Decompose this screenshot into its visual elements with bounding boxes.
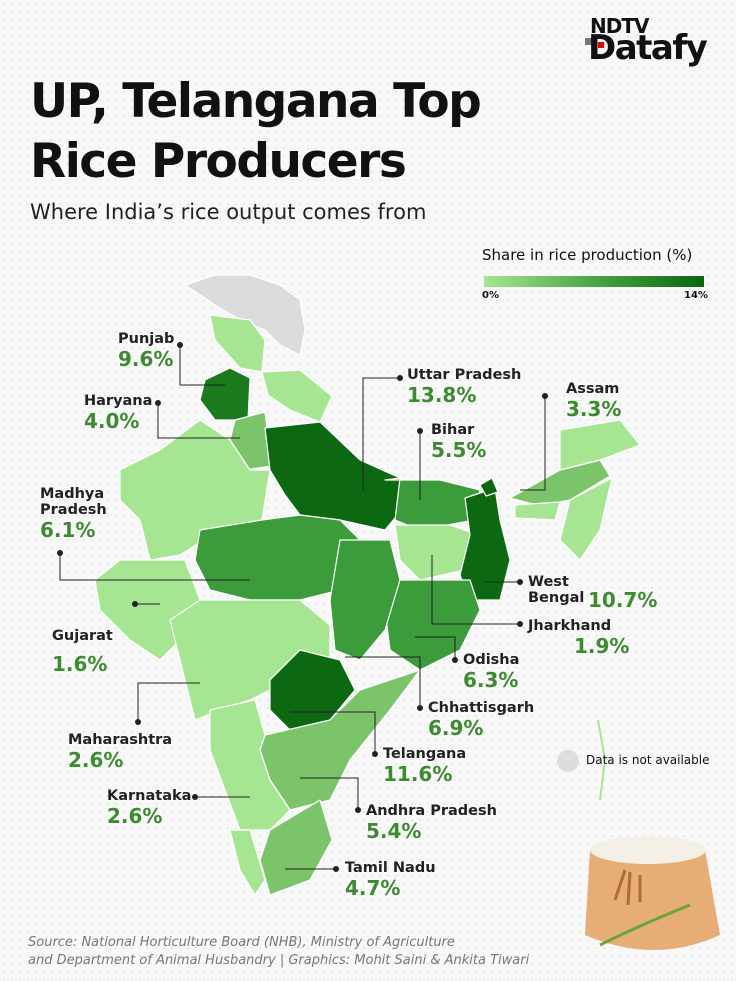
label-punjab: Punjab 9.6% xyxy=(118,331,175,371)
source-line-2: and Department of Animal Husbandry | Gra… xyxy=(28,953,530,968)
region-telangana xyxy=(269,649,356,731)
region-west-bengal xyxy=(459,487,511,601)
region-uttar-pradesh xyxy=(264,421,411,531)
label-gujarat: Gujarat 1.6% xyxy=(52,628,113,676)
label-andhra-pradesh: Andhra Pradesh 5.4% xyxy=(366,803,497,843)
legend-gradient xyxy=(484,276,704,287)
label-telangana: Telangana 11.6% xyxy=(383,746,467,786)
region-arunachal xyxy=(559,419,641,471)
label-tamil-nadu: Tamil Nadu 4.7% xyxy=(345,860,436,900)
label-uttar-pradesh: Uttar Pradesh 13.8% xyxy=(407,367,522,407)
logo-ndtv: NDTV xyxy=(590,14,649,38)
legend-min: 0% xyxy=(482,290,499,301)
logo-datafy: Datafy xyxy=(588,28,708,68)
label-karnataka: Karnataka 2.6% xyxy=(107,788,192,828)
region-chhattisgarh xyxy=(329,539,401,661)
region-meghalaya xyxy=(514,501,561,521)
label-haryana: Haryana 4.0% xyxy=(84,393,153,433)
label-west-bengal: West Bengal 10.7% xyxy=(528,574,658,612)
label-madhya-pradesh: Madhya Pradesh 6.1% xyxy=(40,486,107,542)
label-assam: Assam 3.3% xyxy=(566,381,622,421)
label-maharashtra: Maharashtra 2.6% xyxy=(68,732,173,772)
label-jharkhand: Jharkhand 1.9% xyxy=(528,618,630,658)
na-legend-label: Data is not available xyxy=(586,753,710,767)
region-northeast-south xyxy=(559,477,613,561)
leader-lines xyxy=(59,345,546,870)
logo-mark xyxy=(585,38,592,45)
label-bihar: Bihar 5.5% xyxy=(431,422,487,462)
source-note: Source: National Horticulture Board (NHB… xyxy=(28,934,529,970)
na-legend-swatch xyxy=(557,750,579,772)
subtitle: Where India’s rice output comes from xyxy=(30,200,427,224)
rice-sack-illustration xyxy=(585,719,720,950)
logo-red-dot xyxy=(598,42,604,48)
region-uttarakhand xyxy=(261,369,333,423)
legend-max: 14% xyxy=(684,290,708,301)
region-kerala xyxy=(229,829,266,896)
source-line-1: Source: National Horticulture Board (NHB… xyxy=(28,935,455,950)
label-chhattisgarh: Chhattisgarh 6.9% xyxy=(428,700,535,740)
region-punjab xyxy=(199,367,251,421)
page-title: UP, Telangana Top Rice Producers xyxy=(30,74,482,189)
region-sikkim xyxy=(479,477,499,497)
label-odisha: Odisha 6.3% xyxy=(463,652,520,692)
region-jammu-kashmir xyxy=(184,274,306,356)
region-tamil-nadu xyxy=(259,799,333,896)
legend-title: Share in rice production (%) xyxy=(482,246,693,264)
